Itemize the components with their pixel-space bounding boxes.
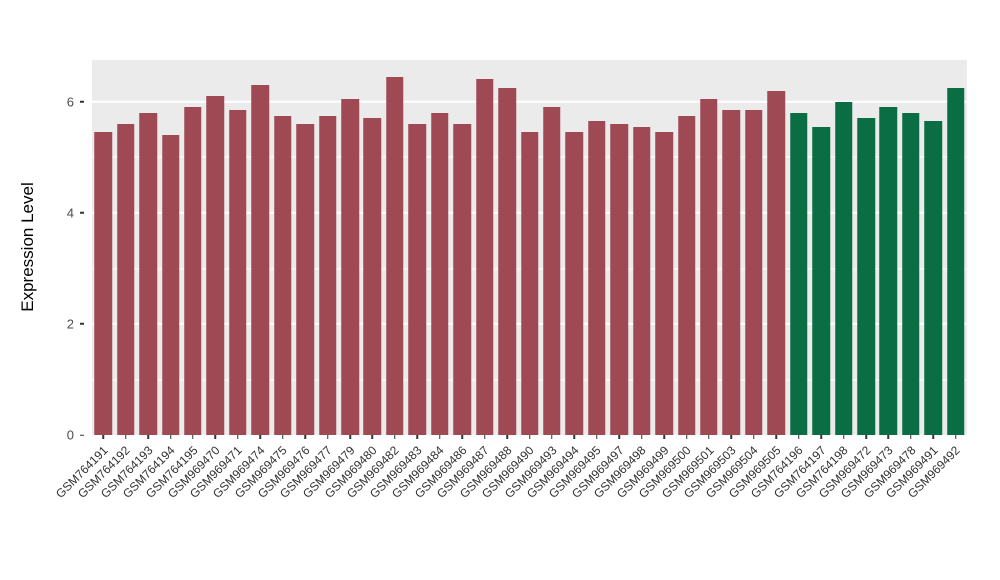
x-tick-mark <box>753 435 755 439</box>
x-tick-mark <box>708 435 710 439</box>
x-tick-mark <box>506 435 508 439</box>
y-tick-label: 4 <box>66 205 74 221</box>
bar <box>655 132 673 435</box>
x-tick-mark <box>259 435 262 439</box>
bar <box>857 118 875 435</box>
x-tick-mark <box>124 435 127 439</box>
x-tick-mark <box>775 435 778 439</box>
x-tick-mark <box>102 435 104 439</box>
gridline-major <box>92 100 967 103</box>
y-tick-label: 0 <box>66 427 74 443</box>
bar <box>318 115 337 435</box>
y-tick-mark <box>80 434 84 436</box>
y-tick-label: 6 <box>66 94 74 110</box>
x-tick-mark <box>865 435 867 439</box>
plot-panel <box>92 60 967 436</box>
bar <box>184 107 202 435</box>
bar <box>273 115 292 435</box>
bar <box>453 123 471 435</box>
x-tick-mark <box>349 435 351 439</box>
bar <box>116 123 135 435</box>
x-tick-mark <box>551 435 553 439</box>
x-tick-mark <box>730 435 733 439</box>
x-tick-mark <box>192 435 194 439</box>
x-tick-mark <box>932 435 935 439</box>
x-tick-mark <box>685 435 688 439</box>
x-tick-mark <box>371 435 374 439</box>
bar <box>588 121 606 435</box>
x-tick-mark <box>528 435 531 439</box>
x-tick-mark <box>304 435 306 439</box>
bar <box>161 135 180 435</box>
bar <box>431 112 449 435</box>
x-tick-mark <box>797 435 800 439</box>
bar <box>947 87 965 435</box>
x-tick-mark <box>237 435 239 439</box>
x-tick-mark <box>214 435 217 439</box>
bar <box>879 107 898 435</box>
x-tick-mark <box>439 435 441 439</box>
y-tick-mark <box>80 212 84 214</box>
bar <box>565 132 584 435</box>
bar <box>767 90 786 435</box>
bar <box>834 101 853 435</box>
bar <box>632 126 651 435</box>
bar <box>902 112 920 435</box>
x-tick-mark <box>169 435 172 439</box>
bar <box>700 98 718 435</box>
x-tick-mark <box>416 435 419 439</box>
bar <box>789 112 808 435</box>
y-tick-mark <box>80 100 84 103</box>
bar <box>386 76 404 435</box>
bar <box>722 110 741 435</box>
bar <box>296 123 314 435</box>
x-tick-mark <box>640 435 643 439</box>
bar <box>677 115 696 435</box>
x-axis: GSM764191 GSM764192 GSM764193 GSM764194 GSM7… <box>53 435 967 575</box>
x-tick-mark <box>955 435 957 439</box>
x-tick-mark <box>842 435 845 439</box>
y-tick-label: 2 <box>66 316 74 332</box>
bar <box>924 121 943 435</box>
x-tick-mark <box>887 435 890 439</box>
bar <box>498 87 516 435</box>
bar <box>812 126 830 435</box>
x-tick-mark <box>618 435 620 439</box>
bar <box>520 132 539 435</box>
x-tick-mark <box>281 435 284 439</box>
bar <box>139 112 157 435</box>
x-tick-mark <box>461 435 463 439</box>
x-tick-mark <box>394 435 396 439</box>
bar <box>206 96 225 435</box>
bar <box>251 85 270 435</box>
x-tick-mark <box>573 435 576 439</box>
y-axis: 0 2 4 6 <box>0 60 84 442</box>
y-tick-mark <box>80 323 84 325</box>
bar <box>363 118 382 435</box>
x-tick-mark <box>147 435 149 439</box>
bar <box>543 107 561 435</box>
x-tick-mark <box>910 435 912 439</box>
bar <box>341 98 359 435</box>
x-tick-mark <box>596 435 598 439</box>
bar <box>408 123 427 435</box>
x-tick-mark <box>663 435 665 439</box>
x-tick-mark <box>326 435 329 439</box>
bar <box>94 132 112 435</box>
bar <box>229 110 247 435</box>
bar <box>745 110 763 435</box>
bar <box>475 79 494 435</box>
x-tick-mark <box>483 435 486 439</box>
x-tick-mark <box>820 435 822 439</box>
bar <box>610 123 628 435</box>
